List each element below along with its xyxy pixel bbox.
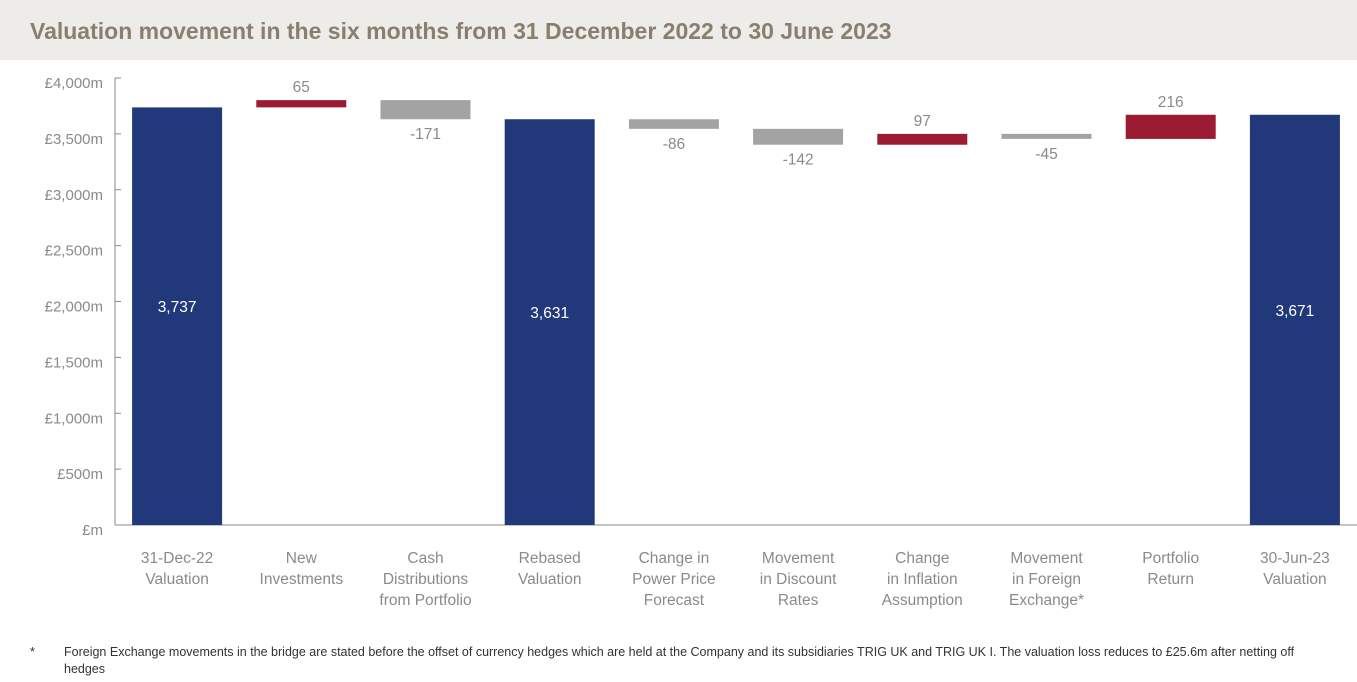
chart-title: Valuation movement in the six months fro… — [30, 18, 892, 44]
y-tick-label: £2,500m — [45, 243, 103, 260]
data-label: 216 — [1158, 94, 1184, 111]
category-label-line: Rebased — [519, 550, 581, 567]
category-label: 31-Dec-22 Valuation — [141, 550, 213, 588]
increase-bar — [256, 100, 347, 108]
category-label-line: in Inflation — [887, 571, 958, 588]
y-tick-label: £2,000m — [45, 299, 103, 316]
bars — [132, 100, 1340, 525]
decrease-bar — [380, 100, 471, 120]
total-bar — [504, 119, 595, 525]
category-label-line: Investments — [260, 571, 344, 588]
category-label-line: Exchange* — [1009, 592, 1084, 609]
category-label: Change in Power Price Forecast — [632, 550, 716, 609]
category-label-line: Change — [895, 550, 949, 567]
category-label: Portfolio Return — [1142, 550, 1199, 588]
data-label: 65 — [293, 79, 310, 96]
decrease-bar — [753, 128, 844, 145]
category-label: Movement in Foreign Exchange* — [1009, 550, 1084, 609]
category-label: Rebased Valuation — [518, 550, 581, 588]
decrease-bar — [1001, 133, 1092, 139]
total-bar — [1249, 114, 1340, 525]
category-label-line: 31-Dec-22 — [141, 550, 213, 567]
category-label-line: Assumption — [882, 592, 963, 609]
category-label-line: Rates — [778, 592, 819, 609]
category-label: Movement in Discount Rates — [760, 550, 837, 609]
y-tick-label: £4,000m — [45, 75, 103, 92]
y-tick-label: £1,500m — [45, 354, 103, 371]
y-tick-label: £3,000m — [45, 187, 103, 204]
data-label: 3,671 — [1276, 303, 1315, 320]
category-label-line: Valuation — [518, 571, 581, 588]
category-label-line: 30-Jun-23 — [1260, 550, 1330, 567]
category-label-line: Power Price — [632, 571, 716, 588]
category-label-line: Change in — [639, 550, 710, 567]
data-label: -45 — [1035, 146, 1057, 163]
category-label: 30-Jun-23 Valuation — [1260, 550, 1330, 588]
category-label-line: Distributions — [383, 571, 469, 588]
data-label: 3,631 — [530, 305, 569, 322]
axes: £m £500m £1,000m £1,500m £2,000m £2,500m £3,00… — [45, 75, 1357, 539]
footnote-text: Foreign Exchange movements in the bridge… — [64, 645, 1295, 676]
category-label: Cash Distributions from Portfolio — [379, 550, 471, 609]
y-tick-label: £m — [82, 522, 103, 539]
y-tick-label: £3,500m — [45, 131, 103, 148]
category-label-line: from Portfolio — [379, 592, 471, 609]
category-label-line: in Foreign — [1012, 571, 1081, 588]
category-label-line: Return — [1147, 571, 1194, 588]
category-label: Change in Inflation Assumption — [882, 550, 963, 609]
category-label-line: Valuation — [1263, 571, 1326, 588]
data-label: -142 — [783, 152, 814, 169]
footnote-mark: * — [30, 645, 35, 659]
data-label: -171 — [410, 126, 441, 143]
category-label-line: New — [286, 550, 318, 567]
category-label-line: Cash — [407, 550, 443, 567]
title-band — [0, 0, 1357, 60]
category-label-line: Portfolio — [1142, 550, 1199, 567]
category-label-line: Movement — [1010, 550, 1083, 567]
y-tick-label: £500m — [57, 466, 103, 483]
category-label-line: in Discount — [760, 571, 837, 588]
data-label: 3,737 — [158, 299, 197, 316]
waterfall-chart: £m £500m £1,000m £1,500m £2,000m £2,500m £3,00… — [45, 75, 1357, 609]
decrease-bar — [628, 119, 719, 129]
category-label: New Investments — [260, 550, 344, 588]
total-bar — [132, 107, 223, 525]
category-label-line: Movement — [762, 550, 835, 567]
increase-bar — [877, 133, 968, 145]
category-label-line: Valuation — [145, 571, 208, 588]
data-label: -86 — [663, 136, 685, 153]
increase-bar — [1125, 114, 1216, 139]
labels: 3,737 31-Dec-22 Valuation 65 New Investments -… — [141, 79, 1330, 609]
data-label: 97 — [914, 113, 931, 130]
category-label-line: Forecast — [644, 592, 705, 609]
y-tick-label: £1,000m — [45, 410, 103, 427]
